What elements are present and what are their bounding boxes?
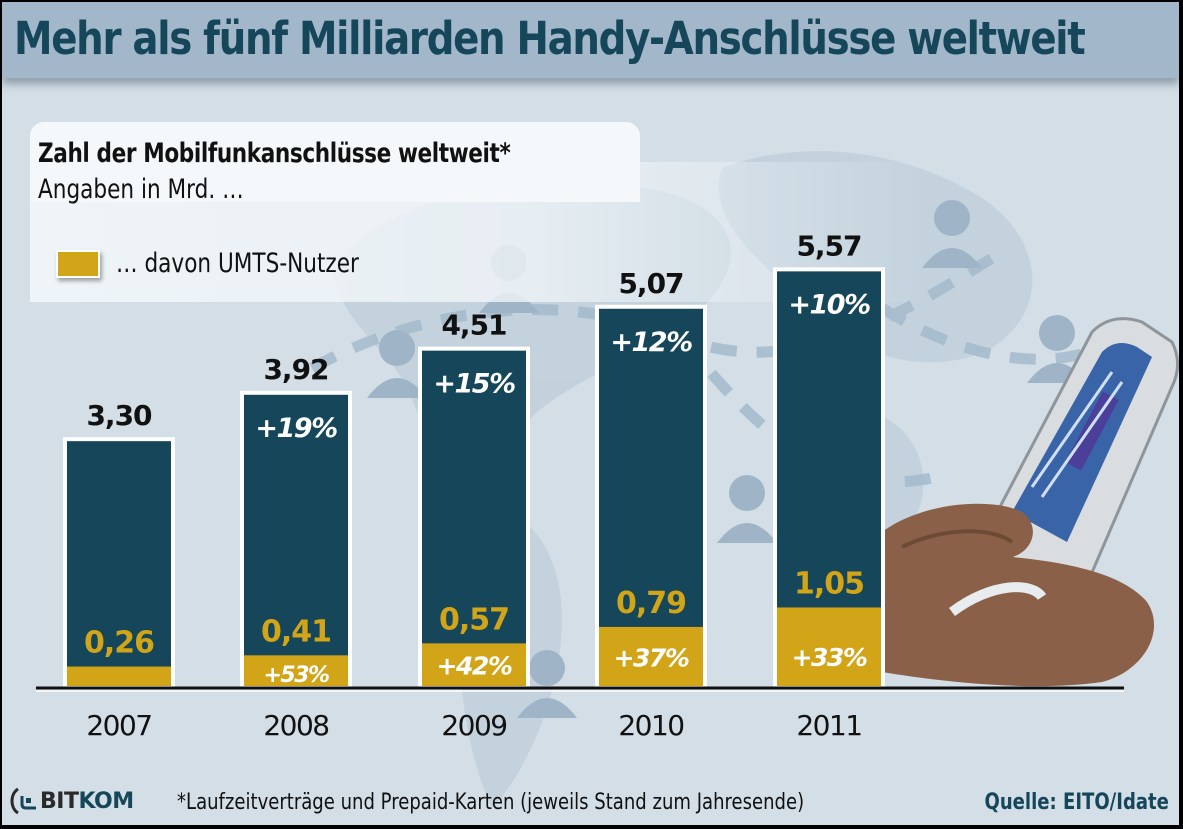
person-icon [517,650,577,718]
legend-swatch-umts [56,249,100,278]
source-credit: Quelle: EITO/Idate [984,790,1169,815]
bar-total-2007 [63,437,175,688]
bar-umts-2010 [599,626,703,686]
phone-in-hand-illustration [882,317,1179,687]
x-tick-label-2010: 2010 [618,709,683,742]
person-icon [717,475,777,543]
value-label-umts-2008: 0,41 [261,614,331,649]
x-tick-label-2007: 2007 [86,709,151,742]
value-label-total-2008: 3,92 [263,353,328,386]
x-tick-label-2011: 2011 [796,709,861,742]
x-tick-label-2008: 2008 [263,709,328,742]
network-path [677,334,934,488]
logo-text-part1: BIT [40,788,79,814]
growth-label-total-2011: +10% [788,289,870,320]
value-label-total-2011: 5,57 [796,229,861,262]
growth-label-total-2010: +12% [610,327,692,358]
chart-title: Zahl der Mobilfunkanschlüsse weltweit* [38,138,511,169]
person-icon [367,330,427,398]
bar-umts-2011 [777,607,881,686]
value-label-umts-2011: 1,05 [794,566,864,601]
chart-title-panel [30,122,640,202]
growth-label-umts-2011: +33% [792,643,867,672]
bar-total-2010 [595,304,707,688]
main-title: Mehr als fünf Milliarden Handy-Anschlüss… [14,12,1086,65]
logo-text-part2: KOM [78,788,134,814]
bar-total-2009 [418,346,530,688]
footnote: *Laufzeitverträge und Prepaid-Karten (je… [177,790,805,815]
growth-label-umts-2010: +37% [614,643,689,672]
bitkom-logo-text: BITKOM [40,789,134,814]
legend: … davon UMTS-Nutzer [56,248,420,279]
bar-umts-2009 [422,643,526,686]
chart-subtitle: Angaben in Mrd. … [38,174,244,205]
value-label-umts-2009: 0,57 [439,602,509,637]
bitkom-logo: BITKOM [8,786,134,816]
value-label-umts-2010: 0,79 [616,586,686,621]
growth-label-umts-2008: +53% [263,663,329,688]
person-icon [922,200,982,268]
growth-label-total-2009: +15% [433,369,515,400]
value-label-total-2010: 5,07 [618,267,683,300]
x-tick-label-2009: 2009 [441,709,506,742]
value-label-total-2007: 3,30 [86,399,152,432]
legend-label-umts: … davon UMTS-Nutzer [116,248,359,279]
growth-label-umts-2009: +42% [437,652,512,681]
value-label-umts-2007: 0,26 [84,626,154,661]
hand-icon [882,503,1155,687]
bar-total-2008 [240,390,352,688]
bar-umts-2007 [67,666,171,686]
bitkom-logo-icon [10,787,36,815]
growth-label-total-2008: +19% [255,413,337,444]
title-bar: Mehr als fünf Milliarden Handy-Anschlüss… [2,2,1179,78]
bar-umts-2008 [244,655,348,686]
value-label-total-2009: 4,51 [441,309,506,342]
